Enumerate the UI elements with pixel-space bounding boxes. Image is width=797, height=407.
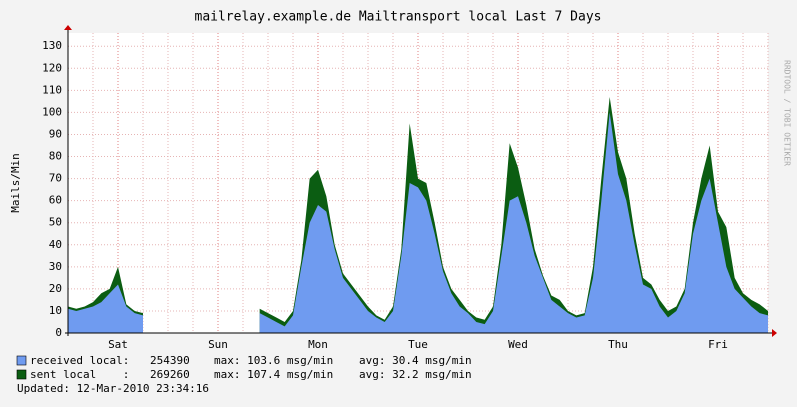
y-tick-label: 0	[55, 326, 62, 339]
y-tick-label: 80	[49, 150, 62, 163]
y-axis-label: Mails/Min	[9, 153, 22, 213]
y-tick-label: 30	[49, 260, 62, 273]
y-tick-label: 100	[42, 105, 62, 118]
x-tick-label: Tue	[408, 338, 428, 351]
x-tick-label: Wed	[508, 338, 528, 351]
x-tick-label: Sat	[108, 338, 128, 351]
legend-stat: max: 103.6 msg/min	[214, 354, 333, 367]
watermark: RRDTOOL / TOBI OETIKER	[783, 60, 792, 166]
y-tick-label: 70	[49, 172, 62, 185]
legend-stat: 269260	[150, 368, 190, 381]
y-tick-label: 40	[49, 238, 62, 251]
y-tick-label: 130	[42, 39, 62, 52]
legend-stat: max: 107.4 msg/min	[214, 368, 333, 381]
y-tick-label: 60	[49, 194, 62, 207]
y-tick-label: 120	[42, 61, 62, 74]
marks	[68, 96, 768, 334]
x-arrow	[772, 329, 777, 337]
legend-stat: avg: 32.2 msg/min	[359, 368, 472, 381]
legend-label: sent local :	[30, 368, 129, 381]
y-tick-label: 20	[49, 282, 62, 295]
y-tick-label: 90	[49, 127, 62, 140]
x-tick-label: Thu	[608, 338, 628, 351]
legend-swatch	[16, 369, 27, 380]
area	[68, 112, 768, 333]
legend-swatch	[16, 355, 27, 366]
y-tick-label: 110	[42, 83, 62, 96]
y-tick-label: 50	[49, 216, 62, 229]
x-tick-label: Mon	[308, 338, 328, 351]
y-arrow	[64, 25, 72, 30]
legend: received local: 254390 max: 103.6 msg/min a…	[16, 354, 472, 381]
axes	[64, 25, 777, 337]
legend-label: received local:	[30, 354, 129, 367]
updated: Updated: 12-Mar-2010 23:34:16	[17, 382, 209, 395]
legend-stat: 254390	[150, 354, 190, 367]
x-tick-label: Fri	[708, 338, 728, 351]
chart-title: mailrelay.example.de Mailtransport local…	[195, 10, 602, 25]
y-tick-label: 10	[49, 304, 62, 317]
x-tick-label: Sun	[208, 338, 228, 351]
legend-stat: avg: 30.4 msg/min	[359, 354, 472, 367]
